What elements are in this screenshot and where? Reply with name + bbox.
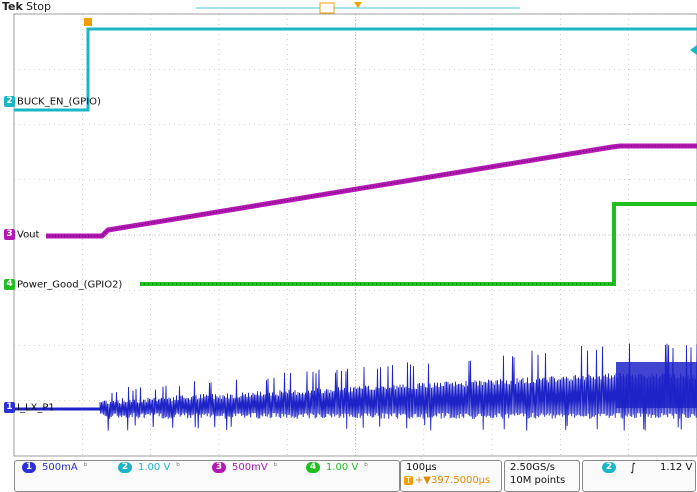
trigger-source: 2: [602, 461, 622, 473]
trigger-position: T +▼397.5000µs: [404, 475, 490, 486]
trigger-level: 1.12 V: [660, 462, 693, 473]
ch1-name: I_LX_P1: [17, 402, 55, 414]
ch4-scale-readout[interactable]: 4 1.00 V ᵇ: [306, 461, 368, 473]
ch4-badge: 4: [306, 461, 320, 473]
record-length: 10M points: [510, 475, 566, 486]
ch4-name: Power_Good_(GPIO2): [17, 279, 123, 291]
trigger-time-marker-icon: T: [404, 476, 413, 485]
ch2-scale-readout[interactable]: 2 1.00 V ᵇ: [118, 461, 180, 473]
ch1-steady-band: [616, 362, 697, 408]
ch2-scale: 1.00 V: [138, 461, 171, 473]
ch3-number-chip: 3: [4, 229, 15, 240]
bw-limit-icon: ᵇ: [176, 462, 181, 472]
ch4-number-chip: 4: [4, 279, 15, 290]
ch1-badge: 1: [22, 461, 36, 473]
ch3-waveform: [46, 143, 697, 239]
trigger-level-icon: [690, 45, 697, 55]
ch3-name: Vout: [17, 229, 40, 241]
bw-limit-icon: ᵇ: [83, 462, 88, 472]
ch2-number-chip: 2: [4, 96, 15, 107]
acquisition-state: Stop: [26, 0, 52, 13]
sample-rate: 2.50GS/s: [510, 462, 555, 473]
rising-edge-icon: ∫: [630, 461, 636, 474]
trigger-time-marker: [84, 18, 92, 26]
ch4-waveform: [140, 202, 697, 286]
trace-markers: [84, 2, 697, 55]
ch2-name: BUCK_EN_(GPIO): [17, 96, 101, 108]
ch2-badge: 2: [118, 461, 132, 473]
ch3-scale-readout[interactable]: 3 500mV ᵇ: [212, 461, 278, 473]
waveform-traces: [14, 27, 697, 431]
trigger-point-icon: [354, 2, 362, 8]
ch3-scale: 500mV: [232, 461, 268, 473]
ch3-badge: 3: [212, 461, 226, 473]
top-status-bar: Tek Stop: [0, 0, 697, 14]
ch1-scale-readout[interactable]: 1 500mA ᵇ: [22, 461, 88, 473]
ch4-scale: 1.00 V: [326, 461, 359, 473]
ch2-waveform: [14, 27, 697, 112]
bw-limit-icon: ᵇ: [273, 462, 278, 472]
bw-limit-icon: ᵇ: [364, 462, 369, 472]
ch3-label[interactable]: 3 Vout: [4, 229, 39, 241]
trigger-position-value: +▼397.5000µs: [414, 475, 491, 486]
acquisition-box[interactable]: [504, 460, 580, 492]
ch2-label[interactable]: 2 BUCK_EN_(GPIO): [4, 96, 101, 108]
timebase-scale: 100µs: [406, 462, 437, 473]
trigger-source-badge: 2: [602, 462, 616, 473]
brand-label: Tek: [2, 0, 23, 13]
waveform-display: [13, 2, 697, 457]
ch1-number-chip: 1: [4, 402, 15, 413]
record-view-marker: [319, 2, 335, 14]
ch1-scale: 500mA: [42, 461, 78, 473]
ch1-label[interactable]: 1 I_LX_P1: [4, 402, 55, 414]
ch4-label[interactable]: 4 Power_Good_(GPIO2): [4, 279, 122, 291]
ch1-waveform: [30, 343, 697, 431]
